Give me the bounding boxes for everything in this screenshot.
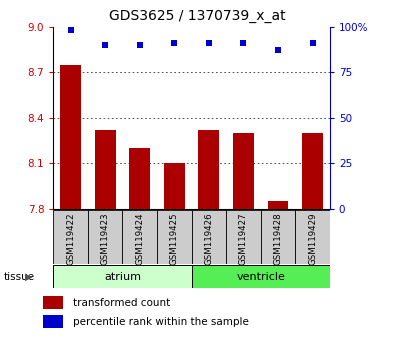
Text: percentile rank within the sample: percentile rank within the sample: [73, 317, 249, 327]
Text: GSM119428: GSM119428: [273, 212, 282, 265]
Text: transformed count: transformed count: [73, 298, 170, 308]
Text: GDS3625 / 1370739_x_at: GDS3625 / 1370739_x_at: [109, 9, 286, 23]
Bar: [95, 130, 116, 209]
Bar: [60, 64, 81, 209]
Bar: [268, 201, 288, 209]
Text: GSM119427: GSM119427: [239, 212, 248, 265]
Point: [275, 47, 281, 53]
Bar: [199, 130, 219, 209]
Bar: [53, 265, 192, 288]
Text: ▶: ▶: [25, 272, 32, 282]
Bar: [192, 210, 226, 264]
Bar: [226, 210, 261, 264]
Text: GSM119426: GSM119426: [204, 212, 213, 265]
Text: GSM119429: GSM119429: [308, 212, 317, 265]
Text: atrium: atrium: [104, 272, 141, 282]
Point: [102, 42, 108, 47]
Text: GSM119423: GSM119423: [101, 212, 110, 265]
Point: [309, 40, 316, 46]
Point: [240, 40, 246, 46]
Bar: [157, 210, 192, 264]
Bar: [164, 163, 185, 209]
Text: tissue: tissue: [4, 272, 35, 282]
Bar: [130, 148, 150, 209]
Bar: [233, 133, 254, 209]
Bar: [192, 265, 330, 288]
Point: [171, 40, 177, 46]
Bar: [53, 210, 88, 264]
Bar: [43, 315, 63, 328]
Text: GSM119424: GSM119424: [135, 212, 144, 265]
Bar: [302, 133, 323, 209]
Point: [68, 27, 74, 33]
Point: [137, 42, 143, 47]
Bar: [295, 210, 330, 264]
Bar: [122, 210, 157, 264]
Bar: [43, 296, 63, 309]
Text: ventricle: ventricle: [236, 272, 285, 282]
Text: GSM119422: GSM119422: [66, 212, 75, 265]
Bar: [88, 210, 122, 264]
Bar: [261, 210, 295, 264]
Text: GSM119425: GSM119425: [170, 212, 179, 265]
Point: [206, 40, 212, 46]
